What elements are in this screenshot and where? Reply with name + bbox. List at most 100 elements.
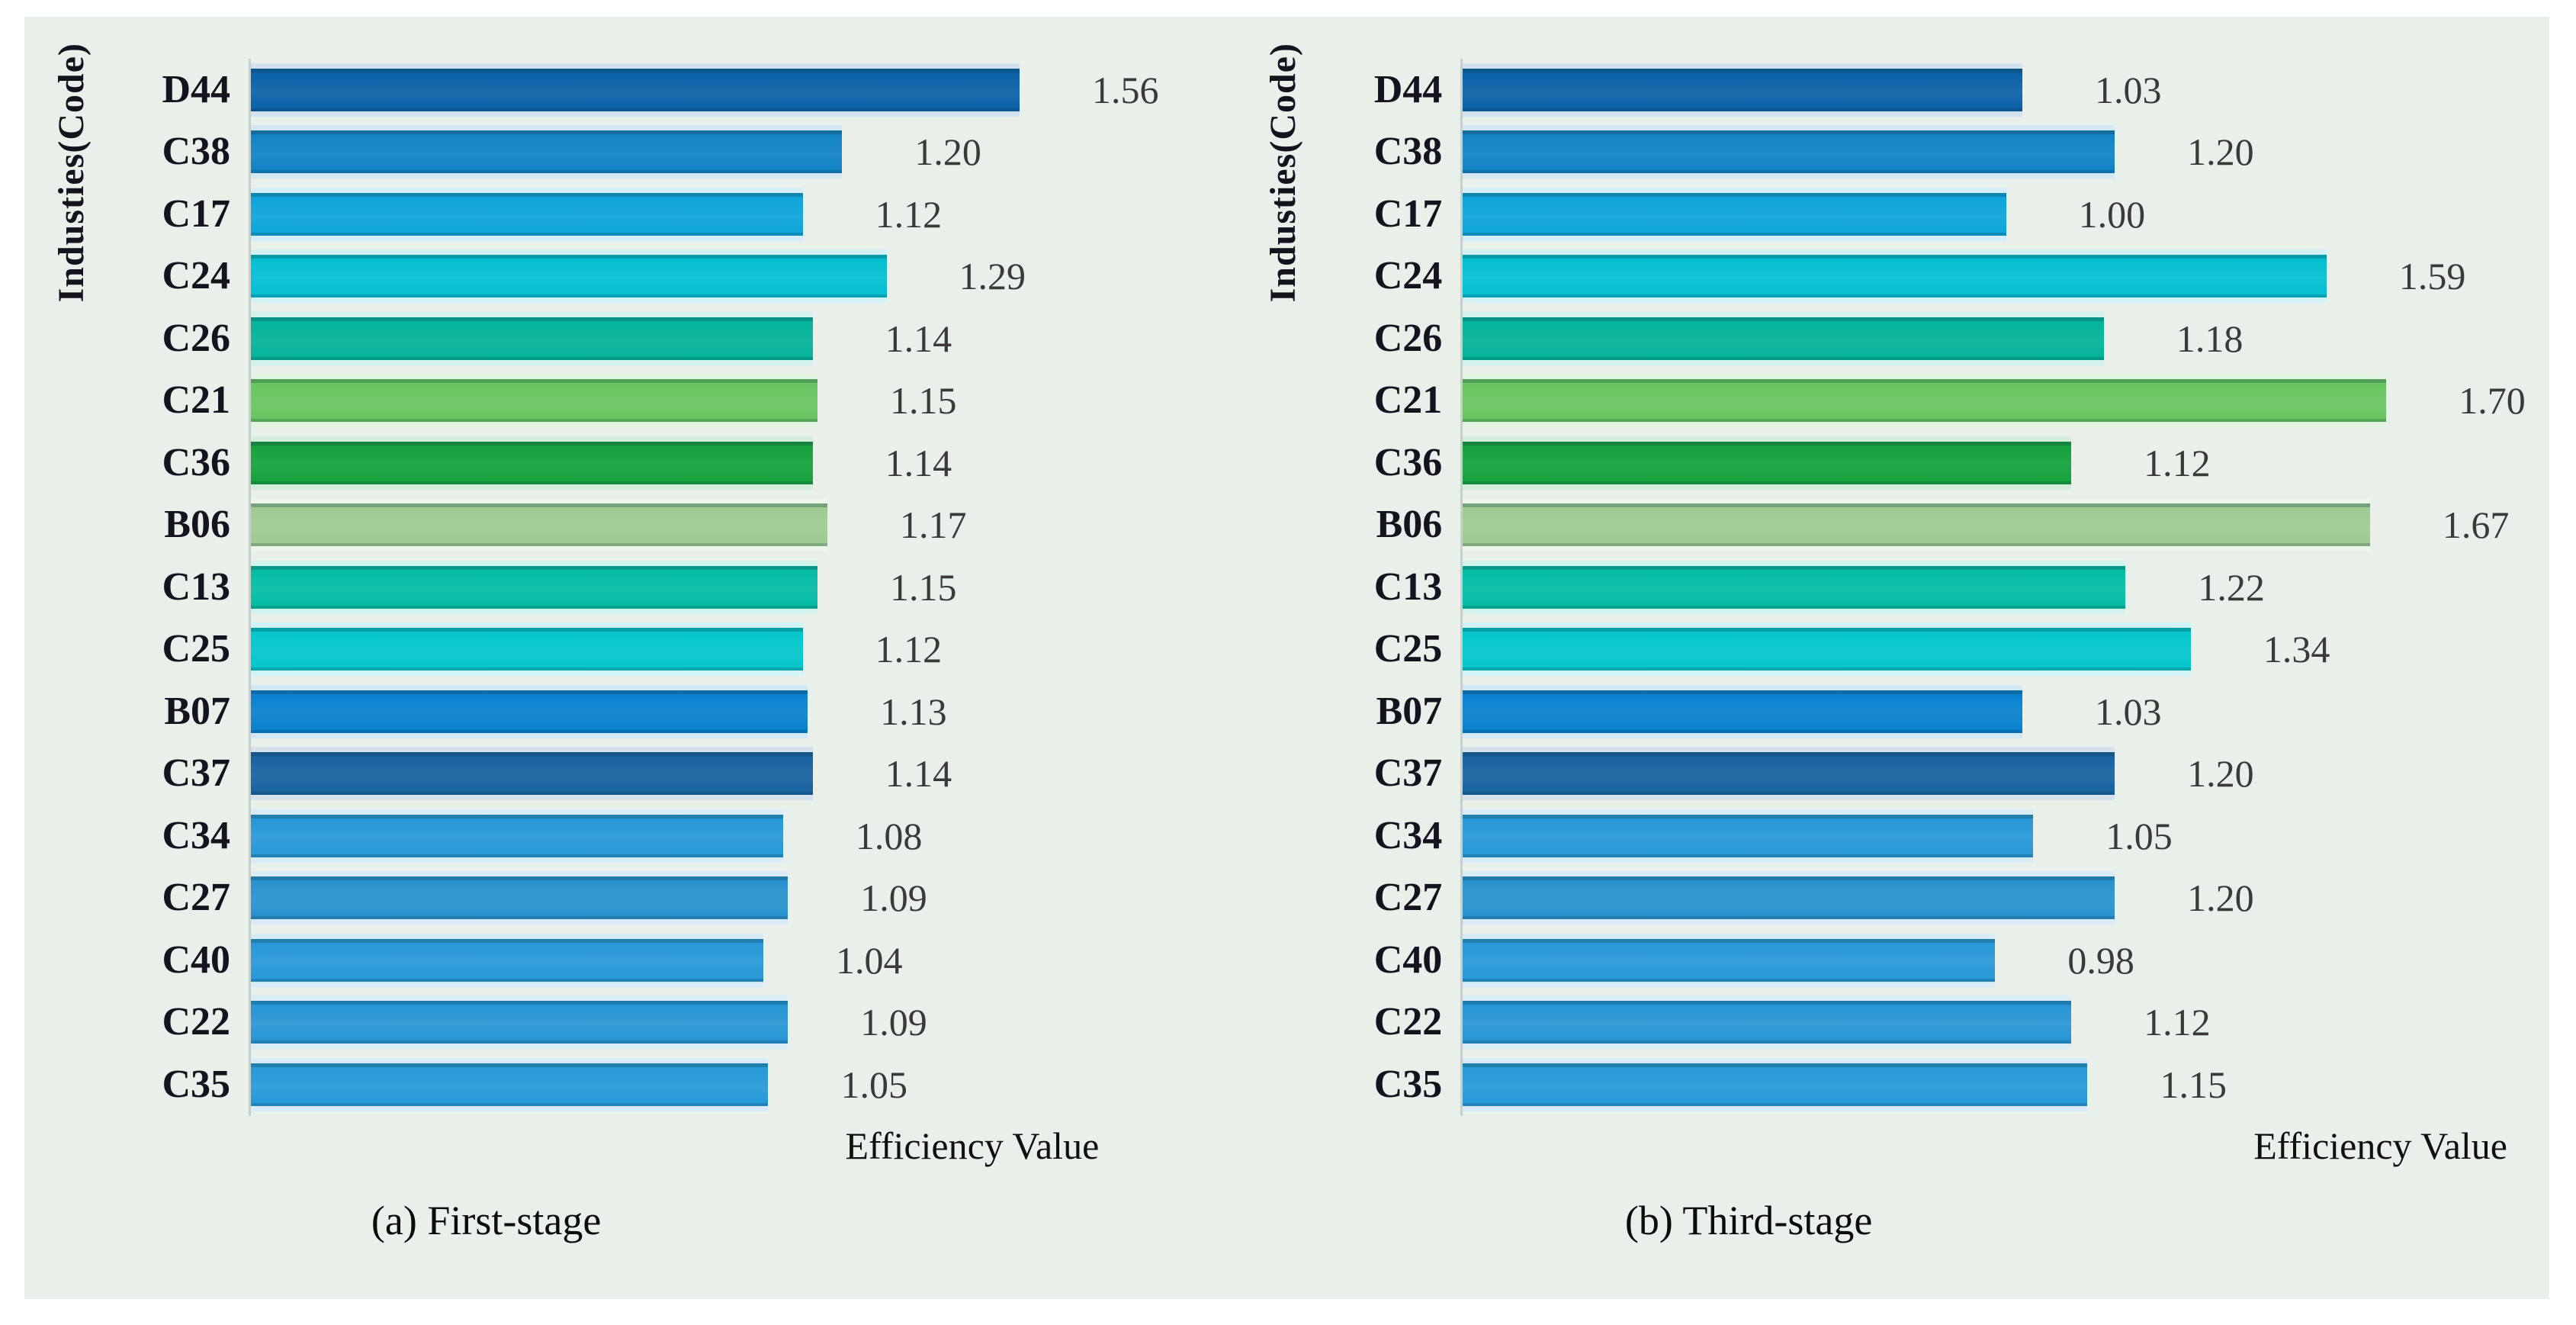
category-label: C22: [1373, 1000, 1443, 1044]
category-label: C25: [1373, 627, 1443, 671]
y-axis-title-first-stage: Industies(Code): [24, 17, 117, 1299]
bar-track: 1.15: [249, 556, 1236, 619]
value-label: 1.20: [2187, 130, 2254, 174]
bar-row: C36 1.14: [117, 432, 1236, 494]
category-label: B07: [164, 689, 230, 733]
bar-C34: [251, 814, 783, 857]
bar-C36: [1463, 441, 2072, 484]
category-label: C25: [162, 627, 230, 671]
y-axis-title-text: Industies(Code): [1262, 43, 1303, 303]
value-label: 1.14: [885, 752, 952, 796]
value-label: 1.08: [855, 814, 923, 857]
category-label: C24: [162, 254, 230, 298]
value-label: 1.14: [885, 441, 952, 484]
value-label: 1.18: [2176, 317, 2244, 360]
bar-track: 1.67: [1460, 494, 2549, 556]
caption-first-stage: (a) First-stage: [371, 1197, 602, 1243]
bar-track: 1.29: [249, 245, 1236, 307]
bar-C38: [1463, 130, 2115, 174]
bar-track: 1.14: [249, 742, 1236, 805]
bar-row: C35 1.15: [1329, 1053, 2549, 1116]
bar-C34: [1463, 814, 2034, 857]
category-label: C26: [1373, 316, 1443, 360]
value-label: 1.14: [885, 317, 952, 360]
bar-track: 1.15: [1460, 1053, 2549, 1116]
bar-track: 1.12: [1460, 432, 2549, 494]
bar-C35: [1463, 1063, 2088, 1106]
bar-row: C40 0.98: [1329, 929, 2549, 992]
bar-C40: [1463, 938, 1996, 982]
value-label: 1.12: [2144, 1001, 2211, 1044]
category-label: C36: [162, 440, 230, 484]
bar-track: 0.98: [1460, 929, 2549, 992]
bar-row: D44 1.56: [117, 59, 1236, 121]
bar-C37: [251, 752, 813, 796]
value-label: 1.13: [880, 690, 947, 733]
value-label: 1.34: [2263, 628, 2330, 671]
bar-track: 1.14: [249, 432, 1236, 494]
category-label: C40: [162, 937, 230, 982]
bar-track: 1.12: [1460, 991, 2549, 1053]
bar-row: C21 1.15: [117, 369, 1236, 432]
bar-track: 1.12: [249, 183, 1236, 246]
category-label: C27: [162, 876, 230, 920]
category-label: C34: [1373, 813, 1443, 857]
category-label: C38: [1373, 130, 1443, 174]
category-label: C36: [1373, 440, 1443, 484]
bar-row: C35 1.05: [117, 1053, 1236, 1116]
bar-C13: [1463, 565, 2126, 609]
value-label: 1.56: [1091, 68, 1159, 111]
bar-C17: [251, 192, 803, 236]
bar-track: 1.13: [249, 680, 1236, 743]
category-label: D44: [162, 67, 230, 111]
bar-track: 1.22: [1460, 556, 2549, 619]
bar-track: 1.20: [1460, 742, 2549, 805]
bar-row: C27 1.09: [117, 867, 1236, 929]
value-label: 1.22: [2198, 565, 2265, 609]
bar-track: 1.20: [1460, 867, 2549, 929]
bar-row: C17 1.12: [117, 183, 1236, 246]
category-label: D44: [1373, 67, 1443, 111]
category-label: C37: [162, 751, 230, 796]
category-label: C38: [162, 130, 230, 174]
bar-track: 1.17: [249, 494, 1236, 556]
category-label: B06: [164, 503, 230, 547]
bar-track: 1.03: [1460, 680, 2549, 743]
bar-C22: [1463, 1001, 2072, 1044]
bar-row: C25 1.34: [1329, 618, 2549, 680]
bar-row: B07 1.03: [1329, 680, 2549, 743]
value-label: 1.17: [899, 503, 967, 547]
value-label: 1.15: [2160, 1063, 2227, 1106]
bar-D44: [251, 68, 1020, 111]
bar-row: C27 1.20: [1329, 867, 2549, 929]
category-label: C26: [162, 316, 230, 360]
bar-C13: [251, 565, 818, 609]
bar-B07: [1463, 690, 2022, 733]
chart-third-stage-main: D44 1.03 C38 1.20 C17 1.00 C24 1.59 C26 1.18 C21 1.…: [1329, 17, 2549, 1299]
bar-C26: [251, 317, 813, 360]
bar-row: C40 1.04: [117, 929, 1236, 992]
bar-row: C22 1.09: [117, 991, 1236, 1053]
bar-row: B06 1.17: [117, 494, 1236, 556]
bar-row: C26 1.14: [117, 307, 1236, 370]
value-label: 1.20: [2187, 752, 2254, 796]
bar-row: C37 1.20: [1329, 742, 2549, 805]
category-label: B07: [1376, 689, 1443, 733]
bars-area-first-stage: D44 1.56 C38 1.20 C17 1.12 C24 1.29 C26 1.14 C21 1.…: [117, 59, 1236, 1116]
bar-C27: [1463, 876, 2115, 920]
category-label: C17: [1373, 191, 1443, 236]
bar-track: 1.05: [1460, 805, 2549, 867]
bar-track: 1.08: [249, 805, 1236, 867]
bar-row: C22 1.12: [1329, 991, 2549, 1053]
value-label: 0.98: [2067, 938, 2134, 982]
value-label: 1.29: [959, 255, 1026, 298]
value-label: 1.12: [875, 192, 943, 236]
value-label: 1.59: [2398, 255, 2466, 298]
bar-C21: [251, 379, 818, 423]
category-label: C24: [1373, 254, 1443, 298]
chart-first-stage-main: D44 1.56 C38 1.20 C17 1.12 C24 1.29 C26 1.14 C21 1.…: [117, 17, 1236, 1299]
bar-row: C24 1.59: [1329, 245, 2549, 307]
value-label: 1.12: [2144, 441, 2211, 484]
bar-C24: [251, 255, 887, 298]
bar-D44: [1463, 68, 2022, 111]
